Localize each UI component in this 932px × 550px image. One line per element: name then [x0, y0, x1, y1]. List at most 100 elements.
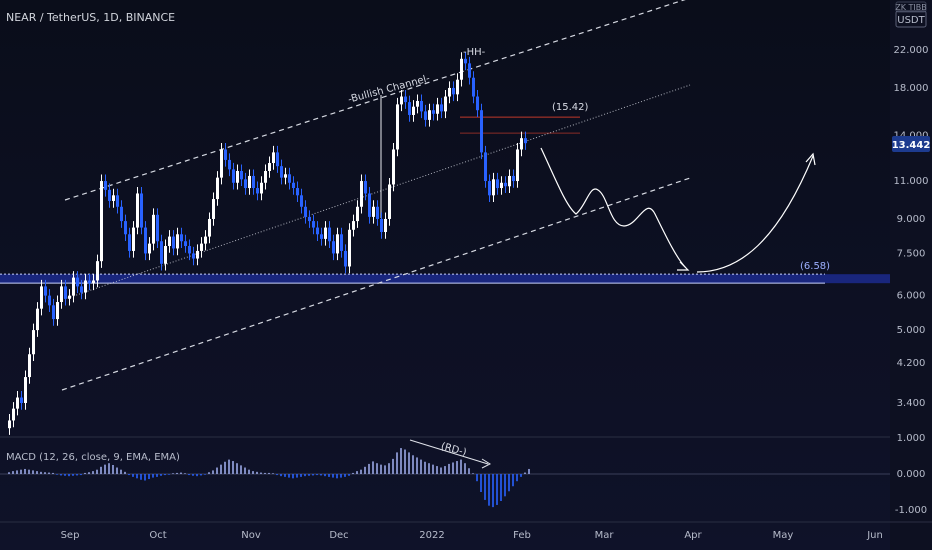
candle-body-111	[452, 87, 455, 95]
candle-body-99	[404, 96, 407, 103]
candle-body-127	[516, 149, 519, 182]
candles	[8, 52, 527, 435]
bullish-channel-label: -Bullish Channel-	[347, 73, 432, 106]
candle-body-108	[440, 104, 443, 112]
channel-upper	[64, 0, 686, 201]
candle-body-116	[472, 77, 475, 97]
candle-body-46	[192, 253, 195, 259]
candle-body-43	[180, 234, 183, 242]
candle-body-71	[292, 182, 295, 189]
candle-body-74	[304, 206, 307, 217]
candle-body-42	[176, 234, 179, 249]
bullish-channel	[61, 0, 691, 391]
macd-tick-0: 1.000	[897, 433, 926, 444]
candle-body-0	[8, 420, 11, 429]
candle-body-126	[512, 175, 515, 182]
price-tick-8: 4.200	[897, 358, 926, 369]
target-high-label: (15.42)	[552, 102, 589, 113]
candle-body-84	[344, 250, 347, 267]
candle-body-37	[156, 214, 159, 242]
divergence-label: (RD-)	[440, 441, 468, 458]
candle-body-102	[416, 100, 419, 107]
candle-body-58	[240, 170, 243, 180]
candle-body-32	[136, 193, 139, 228]
candle-body-115	[468, 63, 471, 78]
candle-body-129	[524, 138, 527, 144]
candle-body-113	[460, 58, 463, 80]
candle-body-3	[20, 397, 23, 403]
candle-body-55	[228, 159, 231, 170]
candle-body-64	[264, 170, 267, 183]
hh-label: -HH-	[463, 47, 486, 58]
currency-top-label: ZK TIBB	[895, 3, 927, 12]
candle-body-4	[24, 377, 27, 403]
candle-body-40	[168, 236, 171, 247]
last-price-badge	[892, 136, 930, 152]
price-axis: 22.000 18.000 14.000 11.000 9.000 7.500 6.000 5…	[894, 45, 929, 516]
candle-body-67	[276, 152, 279, 167]
candle-body-112	[456, 79, 459, 95]
projection-up-path	[696, 155, 814, 273]
price-tick-9: 3.400	[897, 398, 926, 409]
candle-body-125	[508, 175, 511, 187]
candle-body-62	[256, 188, 259, 194]
candle-body-75	[308, 216, 311, 222]
candle-body-100	[408, 102, 411, 115]
candle-body-13	[60, 286, 63, 303]
candle-body-88	[360, 181, 363, 207]
candle-body-124	[504, 182, 507, 187]
channel-lower	[61, 177, 691, 391]
candle-body-103	[420, 100, 423, 112]
candle-body-23	[100, 181, 103, 262]
candle-body-33	[140, 193, 143, 228]
candle-body-19	[84, 280, 87, 293]
candle-body-118	[480, 110, 483, 153]
candle-body-18	[80, 286, 83, 293]
price-axis-strip[interactable]	[890, 0, 932, 550]
price-tick-2: 14.000	[894, 130, 929, 141]
candle-body-27	[116, 195, 119, 207]
projection-down-arrow	[677, 261, 690, 271]
candle-body-120	[488, 181, 491, 196]
currency-box[interactable]	[895, 10, 927, 28]
candle-body-9	[44, 286, 47, 296]
divergence-line	[409, 439, 489, 465]
candle-body-78	[320, 234, 323, 239]
candle-body-96	[392, 149, 395, 185]
time-tick-4: 2022	[419, 530, 444, 541]
macd-histogram	[0, 439, 890, 508]
candle-body-36	[152, 214, 155, 244]
candle-body-22	[96, 261, 99, 281]
candle-body-117	[476, 96, 479, 111]
candle-body-10	[48, 295, 51, 306]
candle-body-16	[72, 277, 75, 296]
candle-body-44	[184, 241, 187, 247]
time-tick-0: Sep	[61, 530, 80, 541]
candle-body-94	[384, 218, 387, 233]
candle-body-29	[124, 221, 127, 235]
candle-body-114	[464, 58, 467, 64]
candle-body-66	[272, 152, 275, 164]
candle-body-80	[328, 227, 331, 242]
projection-down-path	[540, 147, 687, 269]
candle-body-14	[64, 286, 67, 299]
macd-tick-2: -1.000	[895, 505, 927, 516]
price-tick-1: 18.000	[894, 83, 929, 94]
candle-body-128	[520, 138, 523, 150]
candle-body-90	[368, 193, 371, 217]
last-price-value: 13.442	[892, 140, 931, 151]
candle-body-73	[300, 195, 303, 207]
candle-body-65	[268, 163, 271, 171]
time-tick-2: Nov	[241, 530, 261, 541]
candle-body-95	[388, 184, 391, 219]
candle-body-53	[220, 149, 223, 178]
candle-body-24	[104, 181, 107, 190]
projection-up-arrow	[805, 152, 816, 166]
candle-body-17	[76, 277, 79, 287]
candle-body-76	[312, 221, 315, 228]
support-band	[0, 274, 890, 284]
candle-body-97	[396, 104, 399, 150]
candle-body-121	[492, 179, 495, 196]
